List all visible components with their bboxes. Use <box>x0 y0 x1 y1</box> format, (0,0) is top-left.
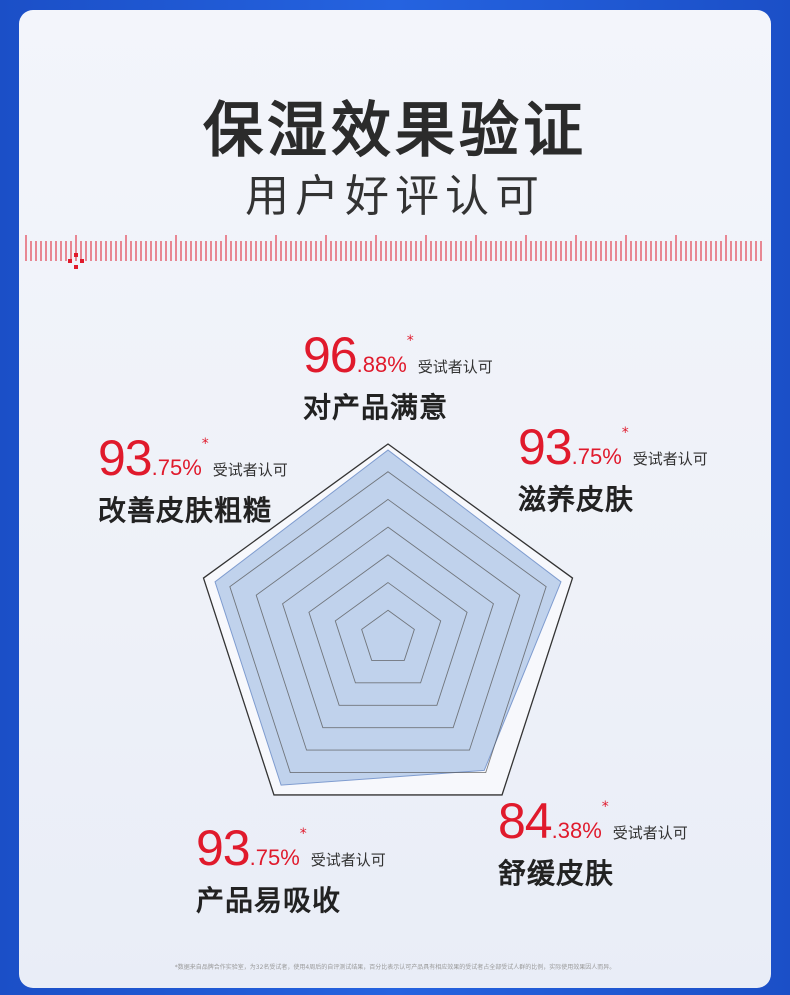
label-tag: 受试者认可 <box>212 461 288 479</box>
percent-integer: 93 <box>98 430 153 486</box>
label-name: 对产品满意 <box>303 391 449 424</box>
percent-integer: 93 <box>196 820 251 876</box>
label-name: 滋养皮肤 <box>518 483 635 516</box>
percent-decimal: .88% <box>356 352 407 377</box>
radar-grid-ring <box>255 498 521 751</box>
asterisk: * <box>601 799 609 815</box>
asterisk: * <box>201 436 209 452</box>
cross-icon <box>68 253 84 269</box>
asterisk: * <box>299 826 307 842</box>
label-soothe: 84.38% *受试者认可 舒缓皮肤 <box>498 796 688 892</box>
radar-grid-ring <box>282 526 494 729</box>
asterisk: * <box>406 333 414 349</box>
label-satisfaction: 96.88% *受试者认可 对产品满意 <box>303 330 493 426</box>
page-title: 保湿效果验证 <box>203 96 587 166</box>
label-name: 改善皮肤粗糙 <box>98 494 273 527</box>
percent-integer: 93 <box>518 419 573 475</box>
asterisk: * <box>621 425 629 441</box>
percent-decimal: .75% <box>571 444 622 469</box>
percent-decimal: .38% <box>551 818 602 843</box>
decorative-ruler <box>25 235 762 269</box>
radar-data-area <box>214 449 562 786</box>
percent-integer: 96 <box>303 327 358 383</box>
radar-grid-ring <box>308 554 468 706</box>
footnote: *数据来自品牌合作实验室，为32名受试者，使用4周后的自评测试结果，百分比表示认… <box>174 964 616 971</box>
page-subtitle: 用户好评认可 <box>245 171 545 222</box>
radar-grid-ring <box>361 609 415 661</box>
label-absorb: 93.75% *受试者认可 产品易吸收 <box>196 823 386 919</box>
label-tag: 受试者认可 <box>310 851 386 869</box>
label-nourish: 93.75% *受试者认可 滋养皮肤 <box>518 422 708 518</box>
percent-decimal: .75% <box>249 845 300 870</box>
label-tag: 受试者认可 <box>417 358 493 376</box>
radar-grid-ring <box>334 582 442 684</box>
radar-grid-ring <box>229 471 547 773</box>
label-name: 舒缓皮肤 <box>498 857 615 890</box>
label-tag: 受试者认可 <box>632 450 708 468</box>
label-name: 产品易吸收 <box>196 884 342 917</box>
percent-decimal: .75% <box>151 455 202 480</box>
label-tag: 受试者认可 <box>612 824 688 842</box>
percent-integer: 84 <box>498 793 553 849</box>
label-rough-skin: 93.75% *受试者认可 改善皮肤粗糙 <box>98 433 288 529</box>
